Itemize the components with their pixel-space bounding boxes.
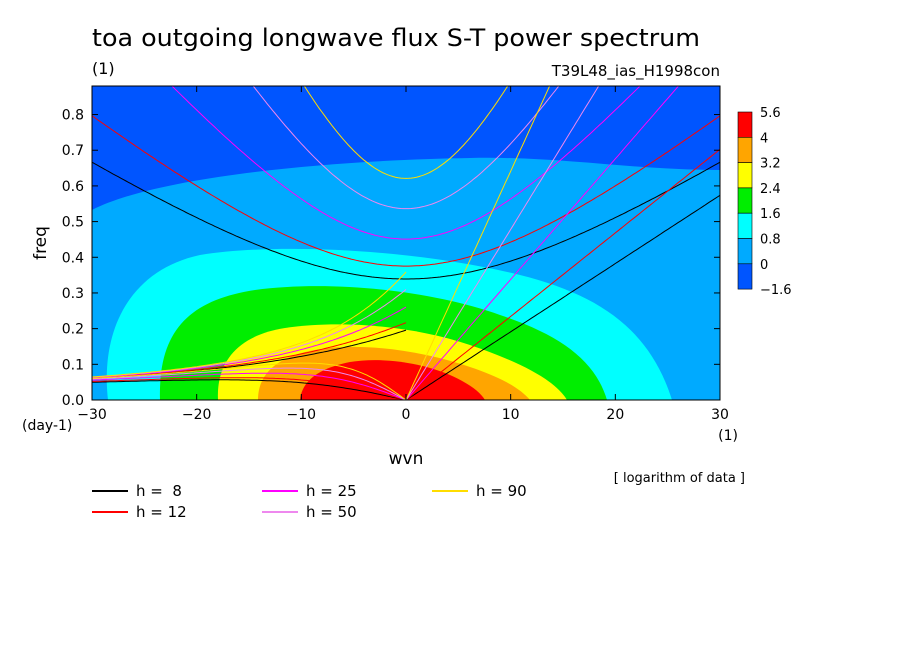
dispersion-mrg-h90 bbox=[92, 271, 407, 378]
dispersion-n1-rossby-h50 bbox=[92, 367, 407, 400]
y-tick-label: 0.8 bbox=[62, 108, 84, 124]
dispersion-n1-rossby-h12 bbox=[92, 377, 407, 400]
colorbar-label: 5.6 bbox=[760, 106, 781, 121]
x-tick-label: −10 bbox=[287, 407, 317, 423]
y-tick-label: 0.5 bbox=[62, 215, 84, 231]
colorbar-label: 0.8 bbox=[760, 233, 781, 248]
dispersion-kelvin-h12 bbox=[405, 148, 720, 400]
x-tick-label: 0 bbox=[402, 407, 411, 423]
y-tick-label: 0.1 bbox=[62, 357, 84, 373]
x-tick-label: 20 bbox=[606, 407, 624, 423]
y-axis-label: freq bbox=[31, 226, 51, 260]
colorbar-label: −1.6 bbox=[760, 283, 792, 298]
colorbar: 5.6 4 3.2 2.4 1.6 0.8 0 −1.6 bbox=[737, 106, 792, 298]
colorbar-swatch bbox=[737, 187, 753, 214]
contour-band-4-to-5.6 bbox=[300, 360, 485, 400]
legend-label-h25: h = 25 bbox=[306, 482, 357, 500]
dispersion-n1-ig-h25 bbox=[171, 86, 641, 240]
y-tick-label: 0.6 bbox=[62, 179, 84, 195]
x-tick-label: −30 bbox=[77, 407, 107, 423]
x-axis-label: wvn bbox=[389, 449, 424, 469]
colorbar-label: 4 bbox=[760, 131, 768, 146]
dispersion-n1-rossby-h25 bbox=[92, 372, 407, 400]
y-unit-label: (day-1) bbox=[22, 418, 72, 434]
x-tick-label: 30 bbox=[711, 407, 729, 423]
y-tick-label: 0.2 bbox=[62, 322, 84, 338]
dispersion-n1-ig-h12 bbox=[92, 115, 720, 267]
colorbar-swatch bbox=[737, 263, 753, 290]
y-tick-label: 0.0 bbox=[62, 393, 84, 409]
dispersion-mrg-h12 bbox=[92, 322, 407, 379]
colorbar-swatch bbox=[737, 238, 753, 265]
dispersion-mrg-h25 bbox=[92, 306, 407, 378]
axes: −30 −20 −10 0 10 20 30 0.0 0.1 0.2 0.3 0.4 0.5 0.6 0.7… bbox=[62, 86, 729, 423]
dispersion-n1-rossby-h8 bbox=[92, 379, 407, 400]
colorbar-swatch bbox=[737, 137, 753, 163]
colorbar-swatch bbox=[737, 162, 753, 189]
y-tick-label: 0.3 bbox=[62, 286, 84, 302]
dispersion-kelvin-h90 bbox=[405, 86, 551, 400]
plot-area bbox=[91, 85, 721, 401]
y-tick-label: 0.4 bbox=[62, 250, 84, 266]
log-note: [ logarithm of data ] bbox=[614, 471, 745, 486]
dispersion-kelvin-h25 bbox=[405, 86, 680, 400]
colorbar-swatch bbox=[737, 212, 753, 239]
chart-title: toa outgoing longwave flux S-T power spe… bbox=[92, 24, 700, 52]
colorbar-swatch bbox=[737, 111, 753, 138]
legend-label-h8: h = 8 bbox=[136, 482, 182, 500]
dispersion-kelvin-h8 bbox=[405, 194, 720, 400]
title-unit: (1) bbox=[92, 59, 115, 78]
dispersion-kelvin-h50 bbox=[405, 86, 600, 400]
x-tick-label: 10 bbox=[502, 407, 520, 423]
y-tick-label: 0.7 bbox=[62, 143, 84, 159]
colorbar-label: 0 bbox=[760, 258, 768, 273]
x-tick-label: −20 bbox=[182, 407, 212, 423]
dispersion-n1-ig-h50 bbox=[252, 86, 560, 210]
dispersion-curves bbox=[92, 86, 720, 400]
dispersion-n1-ig-h8 bbox=[92, 161, 720, 280]
colorbar-label: 3.2 bbox=[760, 157, 781, 172]
legend: h = 8 h = 12 h = 25 h = 50 h = 90 bbox=[92, 482, 527, 521]
colorbar-label: 1.6 bbox=[760, 207, 781, 222]
dispersion-n1-rossby-h90 bbox=[92, 362, 407, 400]
legend-label-h50: h = 50 bbox=[306, 503, 357, 521]
run-label: T39L48_ias_H1998con bbox=[551, 62, 720, 81]
legend-label-h12: h = 12 bbox=[136, 503, 187, 521]
legend-label-h90: h = 90 bbox=[476, 482, 527, 500]
dispersion-n1-ig-h90 bbox=[303, 86, 509, 179]
x-unit-label: (1) bbox=[718, 428, 738, 444]
colorbar-label: 2.4 bbox=[760, 182, 781, 197]
